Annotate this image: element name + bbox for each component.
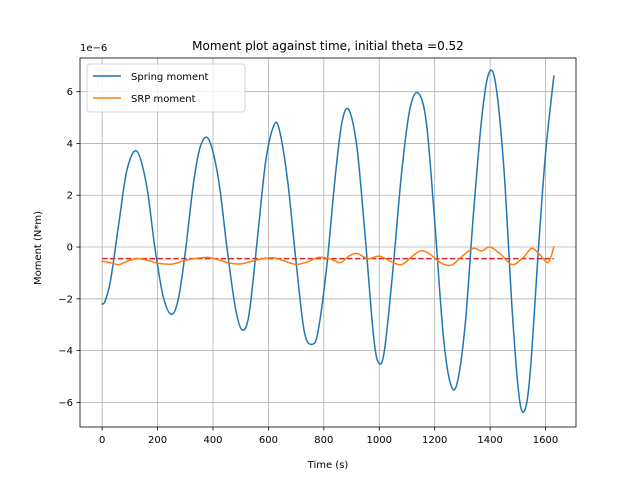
- y-tick-label: −4: [58, 346, 73, 357]
- y-axis-label: Moment (N*m): [33, 211, 44, 285]
- y-scale-label: 1e−6: [80, 43, 107, 54]
- legend-box: [86, 63, 246, 113]
- series-line-spring-moment: [101, 69, 555, 414]
- x-tick-label: 1400: [477, 435, 502, 446]
- y-tick-label: −6: [58, 398, 73, 409]
- grid: [80, 58, 576, 427]
- series-line-srp-moment: [101, 246, 555, 267]
- x-axis-label: Time (s): [307, 460, 349, 471]
- x-tick-label: 0: [99, 435, 105, 446]
- y-tick-label: 4: [67, 139, 73, 150]
- ticks: 0 200 400 600 800 1000 1200 1400 1600 −6 −4 −2 0 2 4 6: [58, 87, 558, 446]
- legend: Spring moment SRP moment: [86, 63, 246, 113]
- y-tick-label: 0: [67, 243, 73, 254]
- y-tick-label: 6: [67, 87, 73, 98]
- x-tick-label: 600: [259, 435, 278, 446]
- y-tick-label: 2: [67, 191, 73, 202]
- series-layer: [101, 69, 555, 414]
- y-tick-label: −2: [58, 294, 73, 305]
- legend-label-srp-moment: SRP moment: [131, 94, 196, 105]
- x-tick-label: 800: [314, 435, 333, 446]
- plot-frame: [79, 57, 577, 428]
- x-tick-label: 1000: [367, 435, 392, 446]
- legend-label-spring-moment: Spring moment: [131, 72, 209, 83]
- x-tick-label: 400: [203, 435, 222, 446]
- x-tick-label: 200: [148, 435, 167, 446]
- x-tick-label: 1200: [422, 435, 447, 446]
- chart-title: Moment plot against time, initial theta …: [192, 39, 464, 53]
- x-tick-label: 1600: [533, 435, 558, 446]
